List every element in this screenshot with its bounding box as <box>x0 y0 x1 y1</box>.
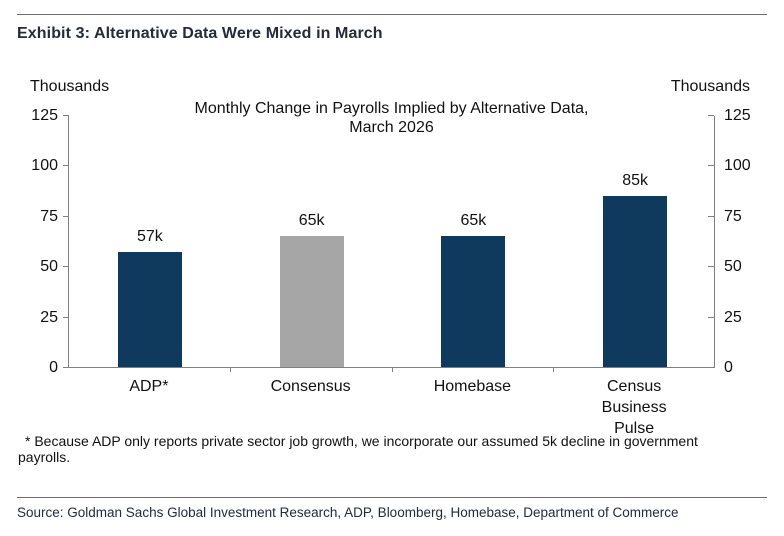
x-axis-label-line: Business <box>601 399 667 416</box>
left-axis-tick-label: 75 <box>40 207 58 225</box>
x-axis-tick <box>229 367 231 372</box>
plot-area: 57k 65k 65k 85k <box>63 115 715 372</box>
bar-value-label: 57k <box>136 228 163 245</box>
right-axis-tick <box>708 367 714 368</box>
left-axis-tick <box>63 215 69 217</box>
left-axis-tick-labels: 0 25 50 75 100 125 <box>0 107 58 376</box>
right-axis-tick-label: 50 <box>724 258 742 276</box>
x-axis-label-line: Homebase <box>433 378 512 395</box>
x-axis-label: ADP* <box>68 376 230 397</box>
footnote: * Because ADP only reports private secto… <box>18 433 698 465</box>
x-axis-label-line: Pulse <box>614 420 655 437</box>
bar-value-label: 65k <box>460 212 487 229</box>
right-axis-tick <box>708 115 714 116</box>
exhibit-title: Exhibit 3: Alternative Data Were Mixed i… <box>17 25 383 42</box>
right-axis-tick-label: 125 <box>724 107 751 124</box>
chart-title-line2: March 2026 <box>349 119 434 136</box>
x-axis-label: Homebase <box>392 376 554 397</box>
x-axis-tick <box>553 367 555 372</box>
bottom-divider <box>17 497 767 498</box>
right-axis-tick <box>708 266 714 268</box>
left-axis-tick-label: 100 <box>31 157 58 175</box>
right-axis-tick-labels: 0 25 50 75 100 125 <box>724 107 782 376</box>
bar <box>441 236 506 367</box>
chart-title-line1: Monthly Change in Payrolls Implied by Al… <box>194 100 589 117</box>
chart-title: Monthly Change in Payrolls Implied by Al… <box>68 99 715 137</box>
right-axis-tick-label: 0 <box>724 359 733 376</box>
x-axis-labels: ADP* Consensus Homebase Census Business Pulse <box>68 376 715 448</box>
right-axis-tick <box>708 165 714 167</box>
x-axis-tick <box>391 367 393 372</box>
right-axis-tick-label: 75 <box>724 207 742 225</box>
bar <box>279 236 344 367</box>
left-axis-unit-label: Thousands <box>30 78 110 95</box>
x-axis-label-line: ADP* <box>129 378 169 395</box>
x-axis-label: Census Business Pulse <box>553 376 715 439</box>
bar-value-label: 85k <box>622 172 649 189</box>
left-axis-tick <box>63 316 69 318</box>
left-axis-tick-label: 50 <box>40 258 58 276</box>
left-axis-tick <box>63 266 69 268</box>
top-divider <box>17 14 767 15</box>
x-axis-label: Consensus <box>230 376 392 397</box>
bar <box>117 252 182 367</box>
bar-value-label: 65k <box>298 212 325 229</box>
source-line: Source: Goldman Sachs Global Investment … <box>17 505 679 520</box>
right-axis-unit-label: Thousands <box>670 78 750 95</box>
x-axis-label-line: Census <box>607 378 662 395</box>
bar <box>603 196 668 367</box>
right-axis-tick-label: 100 <box>724 157 751 175</box>
x-axis-label-line: Consensus <box>270 378 351 395</box>
left-axis-tick <box>63 367 69 368</box>
right-axis-tick <box>708 316 714 318</box>
left-axis-tick-label: 25 <box>40 308 58 326</box>
left-axis-tick <box>63 165 69 167</box>
left-axis-tick-label: 125 <box>31 107 58 124</box>
left-axis-tick-label: 0 <box>49 359 58 376</box>
right-axis-tick <box>708 215 714 217</box>
right-axis-tick-label: 25 <box>724 308 742 326</box>
left-axis-tick <box>63 115 69 116</box>
